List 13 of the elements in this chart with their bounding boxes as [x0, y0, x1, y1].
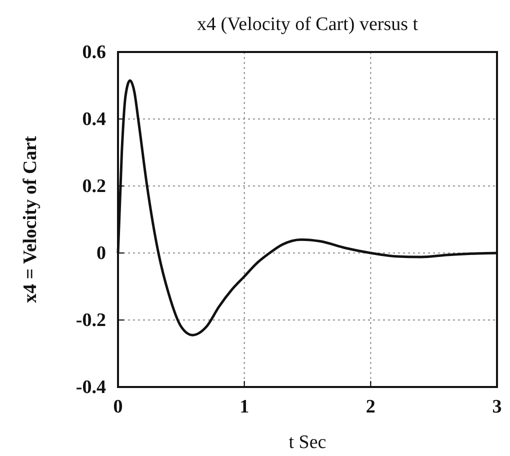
x-axis-title: t Sec	[288, 432, 326, 453]
y-tick-label: -0.4	[76, 377, 106, 398]
y-tick-label: 0.6	[82, 42, 106, 64]
y-tick-label: 0	[96, 243, 106, 264]
y-tick-label: 0.4	[82, 109, 106, 130]
x-tick-label: 2	[366, 396, 376, 418]
y-tick-label: -0.2	[76, 310, 106, 332]
y-tick-label: 0.2	[82, 176, 106, 198]
x-tick-label: 1	[240, 396, 250, 418]
x-tick-label: 0	[113, 396, 123, 418]
x-tick-label: 3	[492, 396, 502, 418]
y-axis-title: x4 = Velocity of Cart	[20, 135, 41, 304]
chart-title: x4 (Velocity of Cart) versus t	[196, 14, 419, 35]
